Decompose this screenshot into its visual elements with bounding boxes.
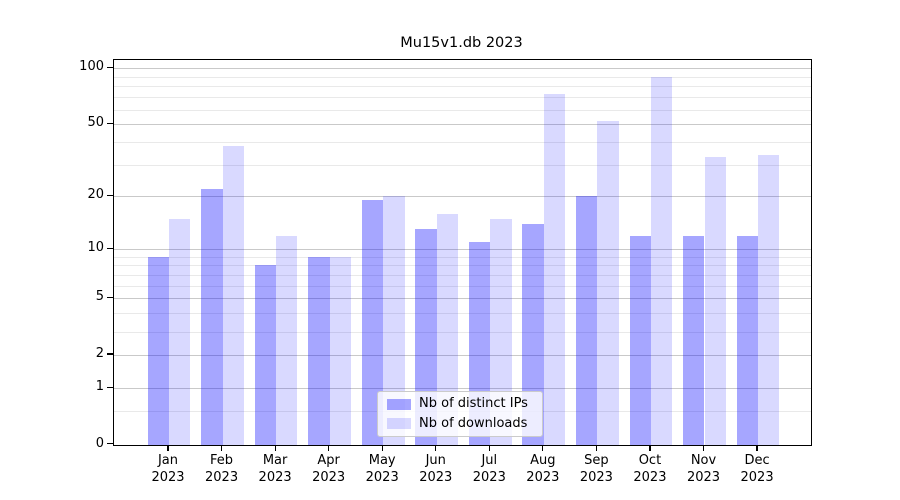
x-tick-label: Feb 2023 [205, 453, 239, 485]
bar-distinct-ips [361, 200, 384, 445]
legend: Nb of distinct IPs Nb of downloads [377, 391, 543, 437]
gridline-minor [114, 76, 811, 78]
x-tick [274, 445, 276, 451]
bar-distinct-ips [201, 189, 223, 445]
y-tick-label: 50 [87, 115, 104, 131]
bar-downloads [758, 154, 780, 445]
y-tick [106, 296, 113, 299]
x-tick [756, 445, 758, 451]
gridline-minor [114, 285, 811, 287]
y-tick-label: 5 [95, 289, 104, 305]
bar-distinct-ips [683, 235, 705, 445]
bar-distinct-ips [629, 235, 651, 445]
x-tick [328, 445, 330, 451]
gridline-minor [114, 313, 811, 315]
y-tick [106, 247, 113, 249]
x-tick-label: Aug 2023 [526, 453, 560, 485]
legend-item-downloads: Nb of downloads [387, 415, 533, 433]
y-tick [106, 66, 113, 69]
x-tick [381, 445, 383, 451]
y-tick [106, 443, 113, 445]
y-tick [106, 122, 113, 124]
x-tick [649, 445, 651, 451]
bar-distinct-ips [736, 235, 759, 445]
legend-swatch [387, 398, 411, 410]
bar-downloads [222, 145, 244, 445]
y-tick [106, 353, 113, 355]
x-tick [167, 445, 169, 451]
bar-downloads [383, 196, 405, 445]
y-tick-label: 2 [95, 345, 104, 361]
bar-downloads [276, 235, 298, 445]
gridline-major [114, 68, 811, 70]
x-tick-label: Mar 2023 [258, 453, 292, 485]
x-tick [435, 445, 437, 451]
bar-downloads [329, 256, 352, 445]
x-tick-label: Oct 2023 [633, 453, 667, 485]
bar-distinct-ips [522, 223, 544, 445]
x-tick-label: Sep 2023 [579, 453, 613, 485]
bar-downloads [436, 213, 459, 445]
x-tick [702, 445, 705, 451]
x-tick-label: Jul 2023 [472, 453, 506, 485]
gridline-major [114, 196, 811, 198]
x-tick-label: Jan 2023 [151, 453, 185, 485]
gridline-major [114, 388, 811, 390]
legend-item-distinct-ips: Nb of distinct IPs [387, 395, 533, 413]
bar-downloads [169, 218, 191, 445]
x-tick-label: May 2023 [365, 453, 399, 485]
bar-distinct-ips [576, 196, 598, 445]
gridline-minor [114, 86, 811, 88]
gridline-minor [114, 141, 811, 143]
bar-downloads [490, 218, 512, 445]
y-tick [106, 386, 113, 388]
x-tick [488, 445, 490, 451]
legend-swatch [387, 418, 411, 430]
bar-downloads [650, 76, 673, 445]
x-tick [595, 445, 597, 451]
gridline-minor [114, 97, 811, 99]
x-tick [220, 445, 223, 451]
y-tick [106, 194, 113, 197]
gridline-minor [114, 109, 811, 111]
gridline-major [114, 354, 811, 356]
x-tick-label: Apr 2023 [312, 453, 346, 485]
bar-distinct-ips [147, 256, 169, 445]
x-tick [542, 445, 544, 451]
gridline-minor [114, 256, 811, 258]
bar-distinct-ips [254, 265, 277, 445]
legend-label: Nb of distinct IPs [419, 396, 528, 412]
gridline-minor [114, 275, 811, 277]
y-tick-label: 0 [95, 435, 104, 451]
gridline-major [114, 124, 811, 126]
chart-title: Mu15v1.db 2023 [400, 35, 523, 51]
y-tick-label: 1 [95, 379, 104, 395]
gridline-minor [114, 265, 811, 267]
legend-label: Nb of downloads [419, 415, 528, 431]
y-tick-label: 20 [87, 187, 104, 203]
bar-distinct-ips [415, 229, 437, 445]
bar-downloads [704, 157, 726, 445]
bar-distinct-ips [308, 256, 330, 445]
bar-downloads [543, 93, 566, 445]
plot-area [113, 59, 812, 446]
bar-downloads [597, 120, 619, 445]
y-tick-label: 10 [87, 240, 104, 256]
gridline-minor [114, 164, 811, 166]
y-tick-label: 100 [79, 59, 104, 75]
gridline-major [114, 249, 811, 251]
gridline-major [114, 298, 811, 300]
x-tick-label: Nov 2023 [686, 453, 721, 485]
x-tick-label: Dec 2023 [740, 453, 774, 485]
gridline-minor [114, 331, 811, 333]
x-tick-label: Jun 2023 [419, 453, 453, 485]
